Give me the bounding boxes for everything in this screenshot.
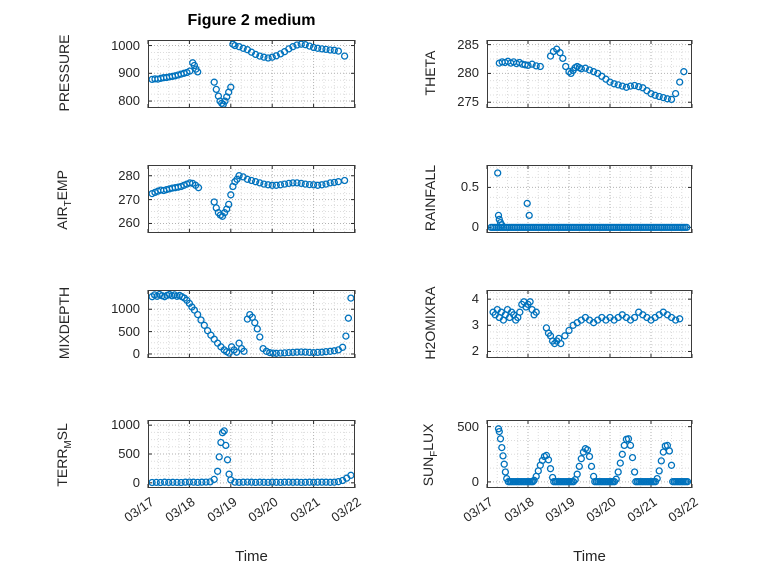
air_temp-grid bbox=[148, 165, 355, 233]
xtick-label-0-2: 03/19 bbox=[204, 494, 240, 525]
subplot-rainfall bbox=[486, 165, 693, 233]
subplot-terr_msl bbox=[147, 420, 356, 488]
theta-ytick-label: 285 bbox=[457, 36, 479, 52]
xtick-label-0-0: 03/17 bbox=[121, 494, 157, 525]
h2omixra-grid bbox=[487, 290, 692, 358]
terr_msl-ytick-label: 0 bbox=[132, 474, 140, 490]
terr_msl-markers bbox=[148, 427, 355, 487]
h2omixra-plot-area bbox=[486, 290, 693, 358]
xtick-label-0-4: 03/21 bbox=[286, 494, 323, 525]
pressure-plot-area bbox=[147, 40, 356, 109]
pressure-ytick-label: 1000 bbox=[111, 37, 140, 53]
xtick-label-1-5: 03/22 bbox=[665, 494, 701, 525]
sun_flux-plot-area bbox=[486, 420, 693, 488]
air_temp-ytick-label: 260 bbox=[118, 215, 140, 231]
rainfall-markers bbox=[487, 169, 691, 232]
subplot-sun_flux bbox=[486, 420, 693, 488]
subplot-theta bbox=[486, 40, 693, 108]
rainfall-grid bbox=[487, 165, 692, 233]
xtick-label-1-1: 03/18 bbox=[501, 494, 537, 525]
xtick-label-1-2: 03/19 bbox=[542, 494, 578, 525]
theta-markers bbox=[495, 45, 688, 104]
mixdepth-ytick-label: 0 bbox=[132, 345, 140, 361]
x-axis-label-left: Time bbox=[235, 548, 268, 565]
h2omixra-ytick-label: 3 bbox=[471, 317, 479, 333]
terr_msl-ytick-label: 1000 bbox=[111, 417, 140, 433]
xtick-label-1-4: 03/21 bbox=[624, 494, 660, 525]
mixdepth-markers bbox=[148, 290, 355, 357]
sun_flux-markers bbox=[494, 425, 692, 486]
terr_msl-ylabel: TERRMSL bbox=[54, 423, 74, 487]
rainfall-plot-area bbox=[486, 165, 693, 233]
xtick-label-1-3: 03/20 bbox=[583, 494, 619, 525]
h2omixra-ytick-label: 2 bbox=[471, 343, 479, 359]
xtick-label-0-1: 03/18 bbox=[162, 494, 198, 525]
figure-title: Figure 2 medium bbox=[187, 12, 316, 29]
rainfall-ytick-label: 0.5 bbox=[460, 179, 479, 195]
pressure-ytick-label: 800 bbox=[118, 93, 140, 109]
theta-ytick-label: 275 bbox=[457, 94, 479, 110]
subplot-pressure bbox=[147, 40, 356, 109]
pressure-ytick-label: 900 bbox=[118, 65, 140, 81]
mixdepth-plot-area bbox=[147, 290, 356, 358]
subplot-mixdepth bbox=[147, 290, 356, 358]
rainfall-ytick-label: 0 bbox=[471, 219, 479, 235]
h2omixra-markers bbox=[489, 298, 684, 348]
mixdepth-ytick-label: 1000 bbox=[111, 301, 140, 317]
xtick-label-1-0: 03/17 bbox=[460, 494, 496, 525]
xtick-label-0-5: 03/22 bbox=[328, 494, 364, 525]
sun_flux-ytick-label: 0 bbox=[471, 473, 479, 489]
sun_flux-ytick-label: 500 bbox=[457, 418, 479, 434]
pressure-markers bbox=[148, 40, 349, 109]
air_temp-ytick-label: 280 bbox=[118, 167, 140, 183]
terr_msl-ytick-label: 500 bbox=[118, 446, 140, 461]
terr_msl-plot-area bbox=[147, 420, 356, 488]
subplot-air_temp bbox=[147, 165, 356, 233]
h2omixra-ytick-label: 4 bbox=[471, 291, 479, 307]
mixdepth-ytick-label: 500 bbox=[118, 323, 140, 339]
air_temp-markers bbox=[148, 172, 349, 220]
sun_flux-ylabel: SUNFLUX bbox=[420, 423, 440, 487]
terr_msl-grid bbox=[148, 420, 355, 488]
x-axis-label-right: Time bbox=[573, 548, 606, 565]
theta-plot-area bbox=[486, 40, 693, 108]
air_temp-ytick-label: 270 bbox=[118, 191, 140, 207]
air_temp-plot-area bbox=[147, 165, 356, 233]
subplot-h2omixra bbox=[486, 290, 693, 358]
theta-ytick-label: 280 bbox=[457, 65, 479, 81]
xtick-label-0-3: 03/20 bbox=[245, 494, 281, 525]
